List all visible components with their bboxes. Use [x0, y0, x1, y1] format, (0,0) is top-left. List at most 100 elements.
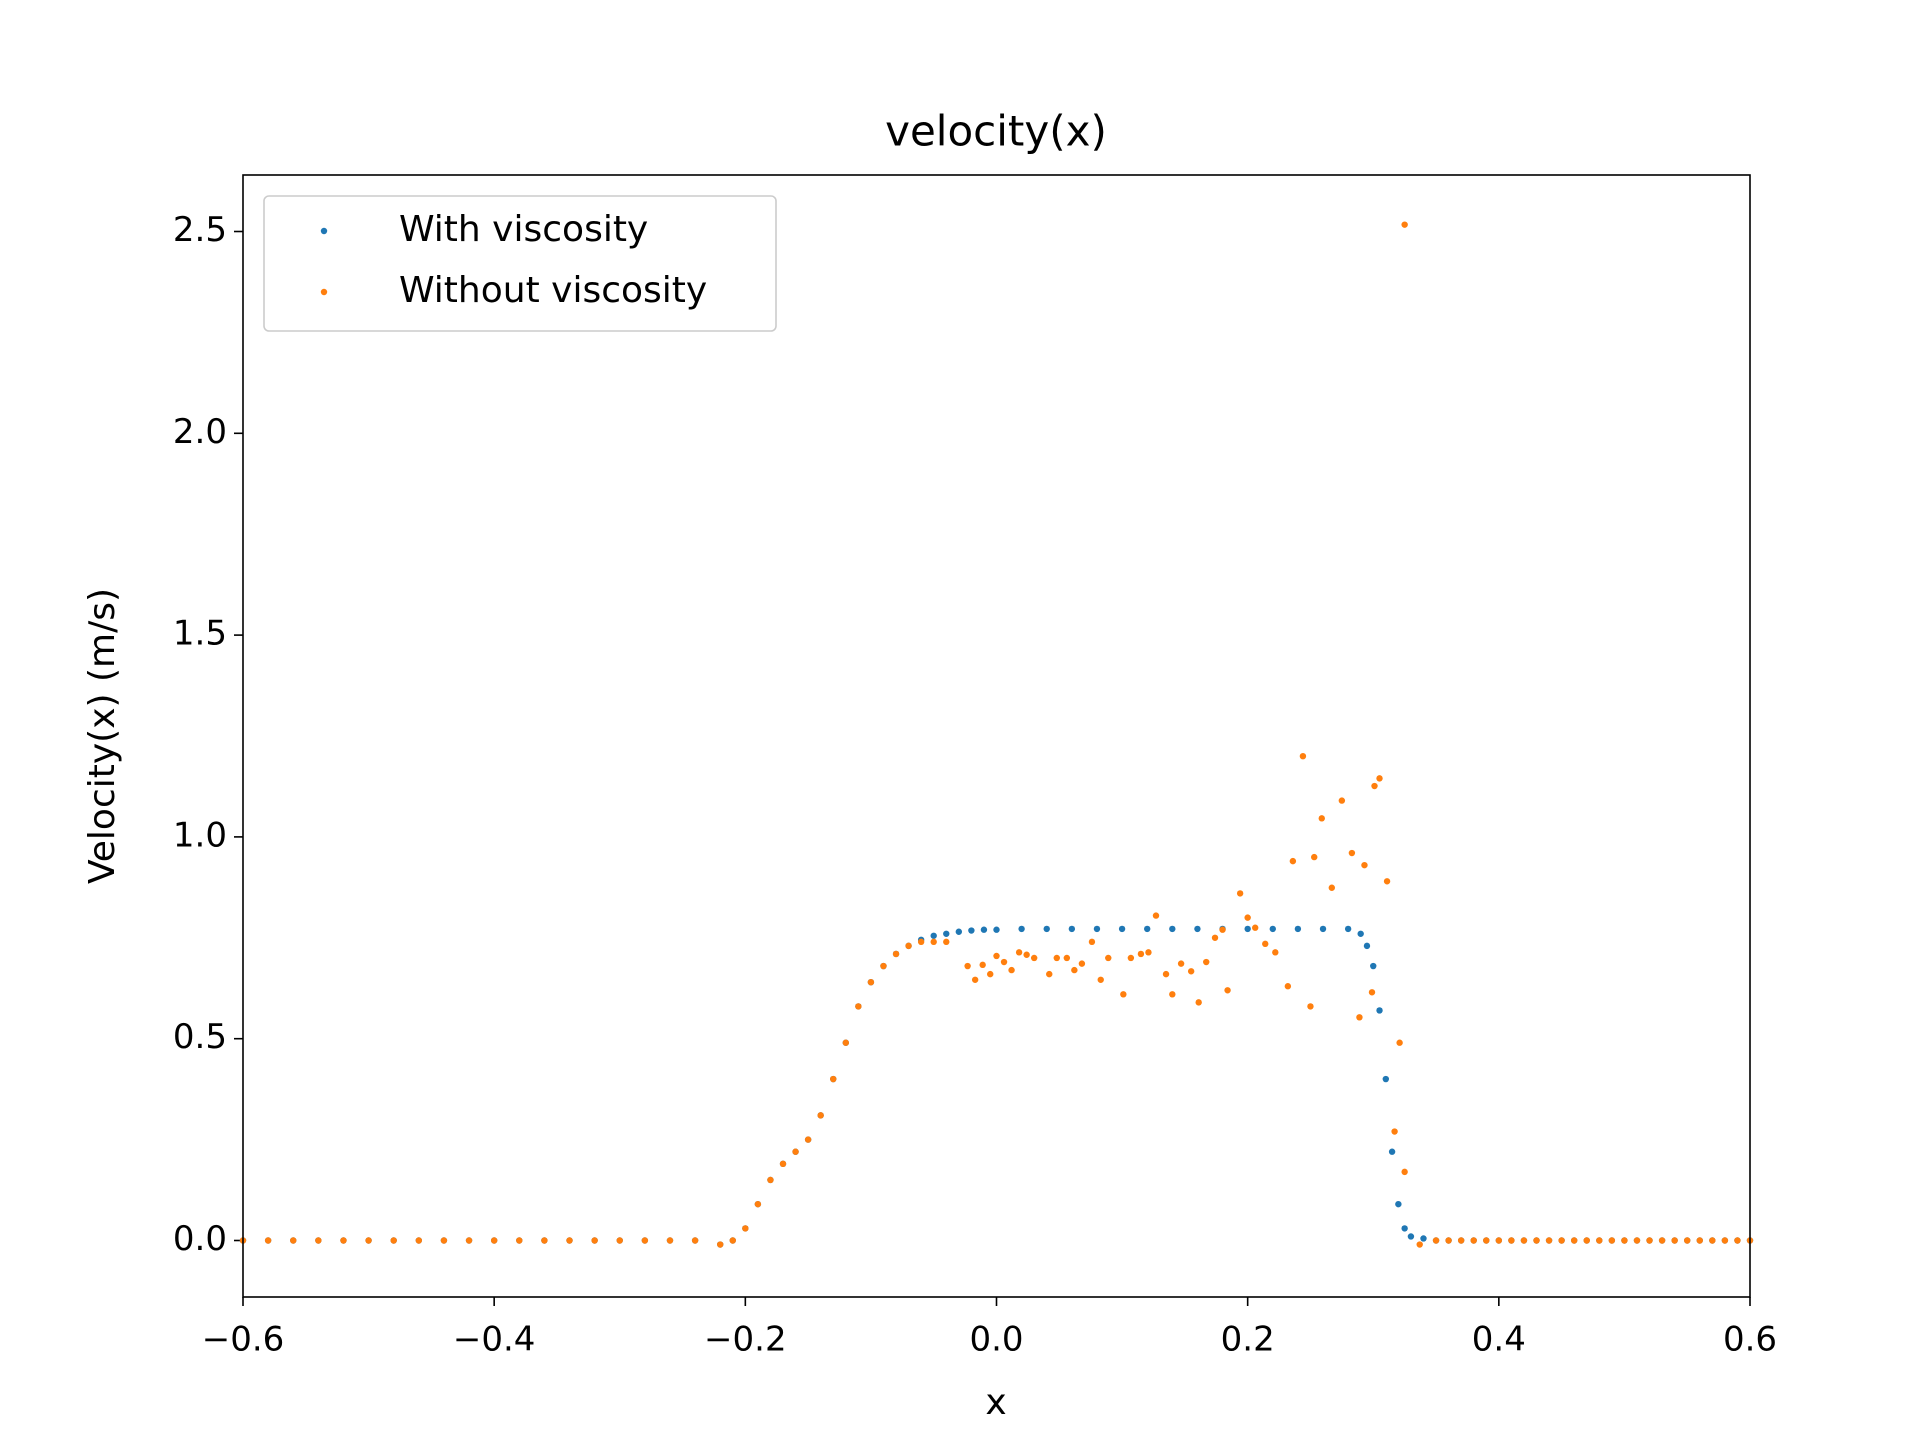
point: [968, 927, 975, 934]
point: [792, 1148, 799, 1155]
point: [1043, 925, 1050, 933]
point: [1144, 925, 1151, 933]
point: [1376, 775, 1383, 782]
point: [1328, 884, 1336, 891]
point: [1008, 966, 1015, 974]
point: [855, 1003, 862, 1010]
point: [1211, 934, 1219, 941]
x-tick-label: −0.6: [202, 1320, 285, 1360]
point: [315, 1237, 322, 1244]
x-tick-label: 0.6: [1723, 1320, 1777, 1360]
point: [717, 1241, 724, 1248]
point: [779, 1160, 787, 1168]
point: [1646, 1237, 1653, 1244]
legend-marker: [320, 288, 328, 296]
point: [1344, 925, 1352, 933]
point: [1348, 849, 1356, 857]
point: [930, 932, 937, 939]
point: [1311, 853, 1318, 861]
x-tick-label: 0.4: [1472, 1320, 1526, 1360]
y-tick-label: 1.0: [173, 815, 227, 855]
point: [987, 970, 994, 978]
point: [1145, 949, 1152, 956]
point: [1621, 1237, 1628, 1244]
point: [1395, 1200, 1402, 1208]
point: [1407, 1233, 1415, 1240]
point: [1445, 1237, 1452, 1244]
point: [1093, 925, 1101, 933]
point: [1338, 797, 1346, 804]
point: [1053, 954, 1060, 962]
point: [1219, 926, 1226, 933]
point: [1470, 1237, 1477, 1244]
legend-label: Without viscosity: [399, 270, 707, 311]
point: [1356, 1014, 1363, 1021]
point: [1401, 1168, 1408, 1176]
point: [516, 1237, 523, 1244]
point: [930, 938, 937, 946]
point: [1376, 1007, 1383, 1014]
point: [1068, 925, 1076, 933]
x-tick-label: −0.2: [704, 1320, 787, 1360]
point: [1299, 752, 1307, 760]
point: [1284, 983, 1292, 990]
series: [239, 925, 1754, 1248]
point: [1000, 958, 1008, 966]
point: [1194, 925, 1201, 933]
point: [365, 1237, 372, 1244]
point: [1272, 949, 1279, 956]
point: [742, 1225, 749, 1232]
point: [830, 1075, 837, 1083]
point: [1696, 1237, 1703, 1244]
legend-marker: [320, 227, 328, 235]
point: [867, 978, 875, 986]
point: [943, 938, 950, 946]
point: [1224, 987, 1231, 994]
legend-box: [263, 195, 777, 332]
point: [1495, 1237, 1503, 1244]
y-tick-label: 0.5: [173, 1017, 227, 1057]
point: [1396, 1039, 1403, 1046]
point: [691, 1237, 699, 1244]
point: [1169, 991, 1176, 998]
point: [1071, 966, 1078, 974]
point: [1262, 940, 1269, 948]
point: [465, 1237, 473, 1244]
point: [1023, 951, 1030, 958]
point: [490, 1237, 498, 1244]
point: [1015, 949, 1023, 956]
point: [1371, 782, 1378, 790]
point: [979, 961, 986, 969]
point: [1357, 930, 1364, 937]
point: [1127, 954, 1135, 962]
y-tick-label: 2.5: [173, 210, 227, 250]
point: [1118, 925, 1126, 933]
point: [1063, 954, 1071, 962]
point: [804, 1136, 812, 1143]
point: [892, 950, 900, 958]
point: [1684, 1237, 1691, 1244]
point: [1236, 890, 1244, 897]
point: [1169, 925, 1176, 933]
point: [1457, 1237, 1465, 1244]
point: [1177, 960, 1185, 967]
chart-title: velocity(x): [885, 107, 1107, 156]
point: [1195, 999, 1202, 1006]
point: [1545, 1237, 1553, 1244]
point: [1368, 989, 1376, 996]
point: [1030, 954, 1038, 962]
point: [1721, 1237, 1729, 1244]
point: [1294, 925, 1302, 933]
point: [980, 926, 988, 933]
x-tick-label: 0.2: [1221, 1320, 1275, 1360]
point: [1152, 912, 1160, 919]
point: [1382, 1075, 1390, 1083]
point: [1401, 221, 1408, 228]
point: [390, 1237, 397, 1244]
point: [943, 930, 950, 937]
y-tick-label: 0.0: [173, 1219, 227, 1259]
point: [1046, 970, 1053, 978]
point: [1187, 968, 1195, 975]
point: [917, 938, 925, 946]
